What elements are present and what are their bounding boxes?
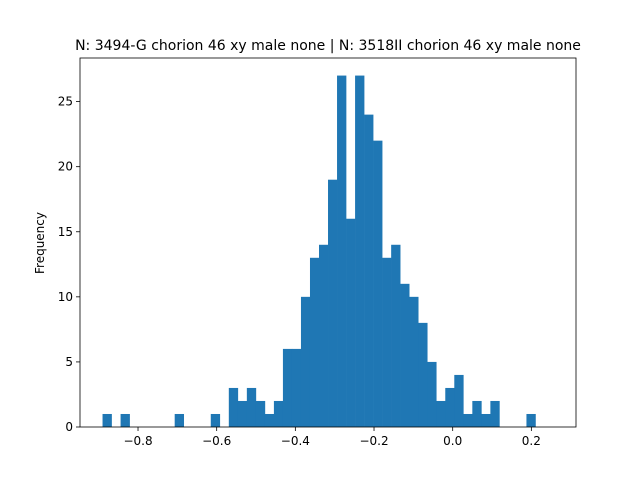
histogram-bar — [300, 296, 311, 427]
histogram-bar — [409, 296, 419, 427]
y-tick-label: 20 — [58, 160, 73, 174]
histogram-bar — [463, 413, 473, 427]
x-tick-label: 0.0 — [443, 434, 462, 448]
histogram-bar — [373, 140, 383, 427]
x-tick-label: −0.4 — [281, 434, 310, 448]
y-tick-label: 15 — [58, 225, 73, 239]
histogram-bar — [436, 400, 446, 427]
y-tick-label: 25 — [58, 95, 73, 109]
histogram-bar — [273, 400, 284, 427]
y-tick-label: 10 — [58, 290, 73, 304]
histogram-bar — [427, 361, 437, 427]
histogram-bar — [174, 413, 185, 427]
histogram-bar — [391, 244, 401, 427]
histogram-bar — [255, 400, 266, 427]
histogram-bar — [282, 348, 293, 427]
bars-group — [102, 75, 536, 428]
x-tick-label: −0.6 — [202, 434, 231, 448]
histogram-bar — [346, 218, 356, 427]
histogram-bar — [481, 413, 491, 427]
histogram-bar — [472, 400, 482, 427]
histogram-bar — [309, 257, 320, 427]
histogram-bar — [355, 75, 365, 428]
histogram-bar — [319, 244, 329, 427]
histogram-bar — [490, 400, 500, 427]
y-tick-label: 0 — [65, 420, 73, 434]
histogram-bar — [382, 257, 392, 427]
y-axis-ticks: 0 5 10 15 20 25 — [58, 95, 80, 434]
y-axis-label: Frequency — [33, 212, 47, 274]
histogram-bar — [337, 75, 347, 428]
histogram-bar — [364, 114, 374, 427]
histogram-bar — [210, 413, 221, 427]
x-tick-label: −0.2 — [359, 434, 388, 448]
histogram-bar — [328, 179, 338, 427]
histogram-bar — [246, 387, 257, 427]
histogram-bar — [228, 387, 239, 427]
histogram-bar — [102, 413, 112, 427]
histogram-bar — [264, 413, 275, 427]
histogram-bar — [454, 374, 464, 427]
axes-frame — [79, 57, 577, 428]
histogram-bar — [291, 348, 302, 427]
histogram-bar — [120, 413, 130, 427]
histogram-bar — [237, 400, 248, 427]
histogram-bar — [445, 387, 455, 427]
x-tick-label: 0.2 — [522, 434, 541, 448]
histogram-bar — [526, 413, 536, 427]
x-axis-ticks: −0.8 −0.6 −0.4 −0.2 0.0 0.2 — [123, 427, 541, 448]
chart-title: N: 3494-G chorion 46 xy male none | N: 3… — [75, 38, 581, 54]
y-tick-label: 5 — [65, 355, 73, 369]
histogram-bar — [418, 322, 428, 427]
x-tick-label: −0.8 — [123, 434, 152, 448]
histogram-bar — [400, 283, 410, 427]
